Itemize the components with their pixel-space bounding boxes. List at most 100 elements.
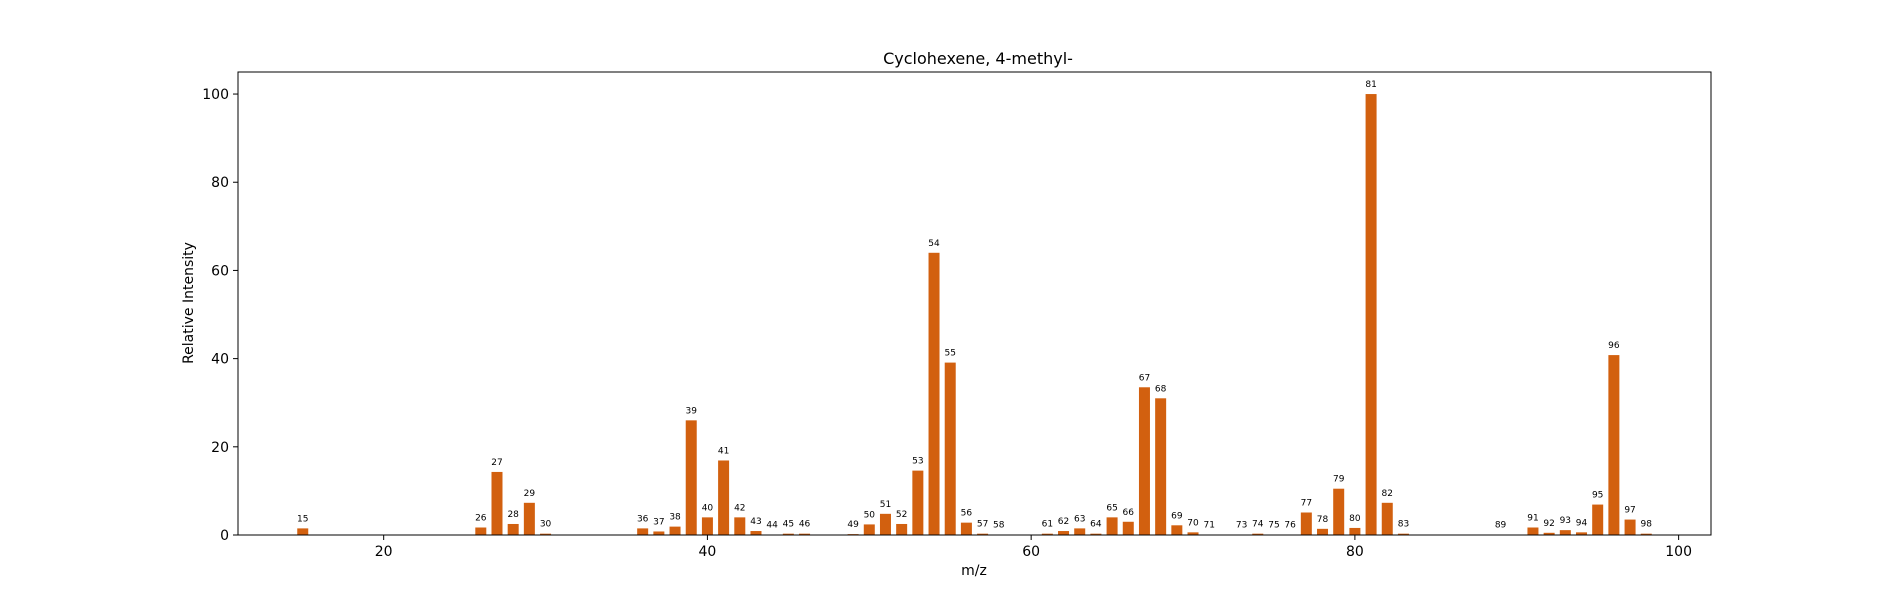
bar-label-mz-71: 71 — [1203, 521, 1214, 531]
bar-label-mz-82: 82 — [1382, 489, 1393, 499]
plot-frame — [237, 71, 1712, 536]
bar-label-mz-80: 80 — [1349, 514, 1361, 524]
bar-label-mz-45: 45 — [783, 520, 794, 530]
bar-mz-66 — [1122, 521, 1134, 535]
y-tick-label-100: 100 — [202, 87, 229, 103]
bar-mz-74 — [1252, 533, 1264, 535]
bar-mz-81 — [1365, 94, 1377, 536]
bar-mz-37 — [653, 531, 665, 535]
bar-mz-61 — [1041, 533, 1053, 535]
bars-layer — [297, 94, 1652, 536]
bar-label-mz-63: 63 — [1074, 514, 1085, 524]
bar-label-mz-67: 67 — [1139, 373, 1150, 383]
bar-label-mz-37: 37 — [653, 517, 664, 527]
y-axis-ticks: 0 20 40 60 80 100 — [202, 87, 238, 544]
x-tick-label-100: 100 — [1665, 544, 1692, 560]
bar-mz-36 — [637, 528, 649, 535]
bar-label-mz-30: 30 — [540, 520, 552, 530]
bar-mz-29 — [523, 502, 535, 535]
bar-label-mz-56: 56 — [961, 509, 973, 519]
bar-mz-64 — [1090, 533, 1102, 535]
bar-mz-57 — [977, 533, 989, 535]
bar-label-mz-55: 55 — [944, 349, 955, 359]
bar-label-mz-64: 64 — [1090, 520, 1102, 530]
bar-mz-15 — [297, 528, 309, 535]
bar-labels-layer: 15 26 27 28 29 30 36 37 38 39 40 41 42 43 44 45 46 49 50 51… — [297, 80, 1652, 531]
bar-label-mz-74: 74 — [1252, 520, 1264, 530]
bar-label-mz-28: 28 — [507, 510, 519, 520]
bar-mz-63 — [1074, 528, 1086, 535]
bar-label-mz-89: 89 — [1495, 521, 1507, 531]
bar-label-mz-62: 62 — [1058, 517, 1069, 527]
bar-mz-42 — [734, 517, 746, 535]
y-tick-label-0: 0 — [220, 528, 229, 544]
bar-mz-39 — [685, 420, 697, 535]
bar-mz-53 — [912, 470, 924, 535]
bar-mz-50 — [863, 524, 875, 535]
bar-label-mz-73: 73 — [1236, 521, 1247, 531]
chart-title: Cyclohexene, 4-methyl- — [883, 49, 1073, 68]
x-tick-label-80: 80 — [1346, 544, 1364, 560]
bar-label-mz-58: 58 — [993, 521, 1005, 531]
bar-label-mz-95: 95 — [1592, 491, 1603, 501]
bar-mz-56 — [960, 522, 972, 535]
bar-label-mz-54: 54 — [928, 239, 940, 249]
bar-mz-51 — [879, 513, 891, 535]
bar-label-mz-52: 52 — [896, 510, 907, 520]
bar-mz-52 — [896, 523, 908, 535]
bar-mz-55 — [944, 362, 956, 535]
bar-label-mz-46: 46 — [799, 520, 811, 530]
bar-mz-98 — [1640, 533, 1652, 535]
bar-mz-45 — [782, 533, 794, 535]
bar-mz-78 — [1317, 528, 1329, 535]
bar-label-mz-15: 15 — [297, 514, 308, 524]
bar-mz-65 — [1106, 517, 1118, 535]
bar-label-mz-50: 50 — [864, 510, 876, 520]
bar-label-mz-75: 75 — [1268, 521, 1279, 531]
x-tick-label-40: 40 — [699, 544, 717, 560]
bar-mz-79 — [1333, 488, 1345, 535]
bar-label-mz-83: 83 — [1398, 520, 1409, 530]
bar-label-mz-44: 44 — [766, 521, 778, 531]
bar-label-mz-66: 66 — [1123, 508, 1135, 518]
bar-mz-92 — [1543, 532, 1555, 535]
bar-mz-70 — [1187, 532, 1199, 535]
y-tick-label-20: 20 — [211, 440, 229, 456]
bar-label-mz-98: 98 — [1641, 520, 1653, 530]
bar-label-mz-81: 81 — [1365, 80, 1376, 90]
bar-label-mz-57: 57 — [977, 520, 988, 530]
bar-label-mz-26: 26 — [475, 514, 487, 524]
bar-mz-54 — [928, 252, 940, 536]
y-axis-label: Relative Intensity — [181, 242, 197, 364]
bar-label-mz-93: 93 — [1560, 516, 1571, 526]
bar-mz-95 — [1592, 504, 1604, 535]
bar-label-mz-77: 77 — [1301, 499, 1312, 509]
bar-label-mz-69: 69 — [1171, 511, 1183, 521]
bar-mz-91 — [1527, 527, 1539, 535]
x-axis-label: m/z — [961, 563, 987, 579]
bar-label-mz-38: 38 — [669, 513, 681, 523]
bar-label-mz-49: 49 — [847, 520, 859, 530]
bar-mz-67 — [1138, 387, 1150, 535]
bar-mz-68 — [1155, 398, 1167, 535]
bar-label-mz-27: 27 — [491, 458, 502, 468]
bar-mz-38 — [669, 526, 681, 535]
bar-mz-97 — [1624, 519, 1636, 535]
bar-mz-62 — [1058, 531, 1070, 535]
bar-mz-93 — [1559, 530, 1571, 535]
bar-label-mz-78: 78 — [1317, 515, 1329, 525]
bar-label-mz-36: 36 — [637, 514, 649, 524]
y-tick-label-60: 60 — [211, 263, 229, 279]
bar-mz-46 — [799, 533, 811, 535]
bar-mz-80 — [1349, 527, 1361, 535]
bar-label-mz-39: 39 — [686, 406, 698, 416]
bar-label-mz-42: 42 — [734, 503, 745, 513]
bar-label-mz-43: 43 — [750, 517, 761, 527]
bar-mz-30 — [540, 533, 552, 535]
bar-mz-28 — [507, 523, 519, 535]
bar-label-mz-51: 51 — [880, 500, 891, 510]
bar-mz-96 — [1608, 355, 1620, 535]
bar-label-mz-94: 94 — [1576, 518, 1588, 528]
bar-label-mz-70: 70 — [1187, 518, 1199, 528]
